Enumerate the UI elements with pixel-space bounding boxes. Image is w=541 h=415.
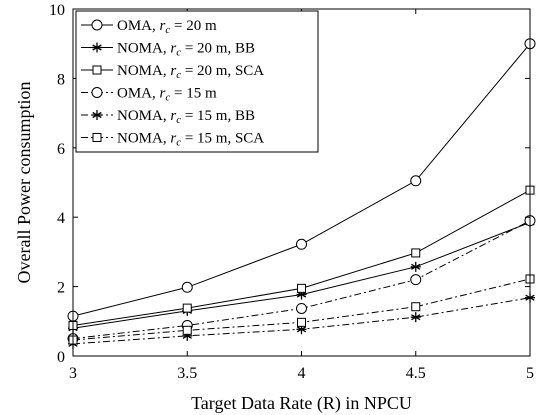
legend-marker [92, 110, 102, 120]
legend-label-var: r [170, 63, 176, 79]
legend-label-rest: = 20 m [170, 18, 217, 34]
y-tick-label: 0 [57, 349, 65, 366]
legend-label-main: NOMA, [117, 41, 170, 57]
legend-label-sub: c [176, 137, 181, 149]
data-point-s1-3 [296, 238, 307, 250]
legend-label-var: r [160, 86, 166, 102]
x-tick-label: 4 [298, 365, 306, 382]
y-tick-label: 10 [49, 2, 65, 19]
y-axis-label: Overall Power consumption [14, 82, 34, 284]
legend-label-sub: c [176, 69, 181, 81]
legend-entry-5: NOMA, rc = 15 m, BB [81, 108, 255, 126]
y-tick-label: 2 [57, 280, 65, 297]
legend-label: OMA, rc = 15 m [117, 86, 217, 104]
legend-label-main: NOMA, [117, 131, 170, 147]
legend-label: NOMA, rc = 15 m, BB [117, 108, 255, 126]
legend-marker [91, 87, 103, 98]
legend-label-main: NOMA, [117, 63, 170, 79]
legend-entry-1: OMA, rc = 20 m [81, 18, 217, 36]
legend-label-rest: = 20 m, BB [181, 41, 255, 57]
legend-marker [92, 65, 102, 75]
data-point-s5-4 [410, 312, 421, 323]
legend-label-var: r [170, 131, 176, 147]
legend-marker [91, 19, 103, 31]
legend-label-main: NOMA, [117, 108, 170, 124]
legend-label-sub: c [176, 47, 181, 59]
data-point-s2-4 [410, 261, 421, 272]
legend-label-rest: = 20 m, SCA [181, 63, 264, 79]
x-tick-label: 3.5 [177, 365, 197, 382]
data-point-s1-4 [410, 175, 422, 187]
data-point-s4-4 [410, 274, 422, 286]
legend-label-sub: c [165, 24, 170, 36]
y-tick-label: 6 [57, 141, 65, 158]
axes: 3 3.5 4 4.5 5 0 2 4 6 8 10 [49, 2, 534, 382]
legend-label-var: r [170, 108, 176, 124]
legend-marker [92, 42, 102, 53]
data-point-s6-3 [297, 317, 306, 327]
legend-entry-2: NOMA, rc = 20 m, BB [81, 41, 255, 59]
legend-label-main: OMA, [117, 18, 160, 34]
legend-box [75, 10, 319, 153]
x-tick-label: 4.5 [406, 365, 426, 382]
y-tick-label: 8 [57, 71, 65, 88]
legend-label: NOMA, rc = 20 m, BB [117, 41, 255, 59]
legend-label-sub: c [176, 114, 181, 126]
legend-entry-4: OMA, rc = 15 m [81, 86, 217, 104]
data-point-s3-3 [297, 283, 306, 293]
data-point-s6-2 [182, 325, 192, 335]
legend-entry-3: NOMA, rc = 20 m, SCA [81, 63, 264, 81]
data-point-s3-2 [182, 303, 192, 313]
x-axis-label: Target Data Rate (R) in NPCU [191, 393, 412, 414]
legend-label: NOMA, rc = 20 m, SCA [117, 63, 264, 81]
data-point-s4-3 [296, 302, 307, 314]
y-tick-label: 4 [57, 210, 65, 227]
legend-label: NOMA, rc = 15 m, SCA [117, 131, 264, 149]
data-point-s1-2 [181, 281, 193, 293]
legend-label-var: r [160, 18, 166, 34]
x-tick-label: 3 [69, 365, 77, 382]
legend-label-main: OMA, [117, 86, 160, 102]
legend-label-rest: = 15 m, BB [181, 108, 255, 124]
legend-label-rest: = 15 m, SCA [181, 131, 264, 147]
legend-label-rest: = 15 m [170, 86, 217, 102]
legend-marker [92, 133, 102, 142]
data-point-s6-4 [411, 302, 421, 312]
x-tick-label: 5 [526, 365, 534, 382]
legend-label-sub: c [165, 92, 170, 104]
legend-label-var: r [170, 41, 176, 57]
data-point-s3-4 [411, 248, 421, 258]
legend-label: OMA, rc = 20 m [117, 18, 217, 36]
legend-entry-6: NOMA, rc = 15 m, SCA [81, 131, 264, 149]
